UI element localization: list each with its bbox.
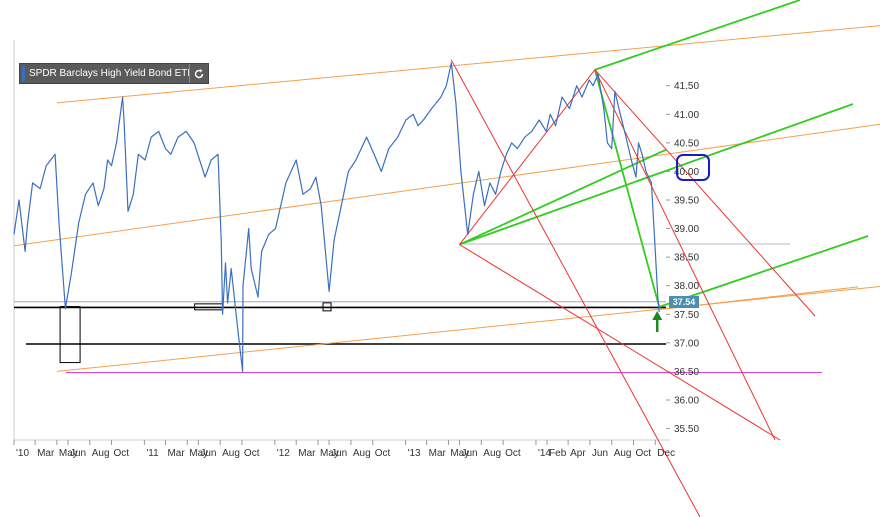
y-tick-label: 41.50 — [674, 81, 699, 92]
green-pitchfork-line-3 — [594, 69, 661, 308]
y-axis: 35.50 36.00 36.50 37.00 37.50 38.00 38.50 39.00… — [666, 81, 699, 435]
x-tick-label: Oct — [244, 448, 260, 459]
green-arrow-head — [652, 311, 663, 320]
legend[interactable]: SPDR Barclays High Yield Bond ETF — [19, 63, 209, 84]
green-pitchfork-line-5 — [459, 103, 854, 246]
x-tick-label: Aug — [92, 448, 110, 459]
x-tick-label: Mar — [429, 448, 447, 459]
x-tick-label: Jun — [462, 448, 478, 459]
x-tick-label: Aug — [353, 448, 371, 459]
orange-channel-line-3 — [56, 285, 880, 372]
y-tick-label: 41.00 — [674, 110, 699, 121]
red-diagonal-line-3 — [594, 69, 816, 317]
price-series-line — [13, 62, 660, 372]
x-tick-label: '10 — [16, 448, 29, 459]
y-tick-label: 38.00 — [674, 281, 699, 292]
series-layer — [13, 62, 660, 372]
red-diagonal-line-1 — [450, 59, 701, 517]
x-tick-label: Jun — [200, 448, 216, 459]
blue-highlight-marker — [676, 154, 710, 181]
highlight-box-3 — [322, 302, 332, 312]
x-tick-label: Aug — [222, 448, 240, 459]
x-tick-label: Aug — [614, 448, 632, 459]
green-pitchfork-line-2 — [594, 0, 801, 71]
y-tick-label: 39.00 — [674, 224, 699, 235]
highlight-box-1 — [59, 306, 81, 364]
x-tick-label: Aug — [483, 448, 501, 459]
y-tick-label: 39.50 — [674, 196, 699, 207]
x-tick-label: Oct — [114, 448, 130, 459]
y-tick-label: 35.50 — [674, 424, 699, 435]
legend-label: SPDR Barclays High Yield Bond ETF — [29, 68, 189, 79]
red-trend-line-a — [459, 69, 596, 245]
y-tick-label: 37.00 — [674, 338, 699, 349]
chart-grid — [13, 40, 670, 441]
x-tick-label: '13 — [408, 448, 421, 459]
x-tick-label: Jun — [331, 448, 347, 459]
x-tick-label: May — [450, 448, 469, 459]
x-tick-label: Apr — [570, 448, 586, 459]
x-tick-label: May — [59, 448, 78, 459]
y-tick-label: 38.50 — [674, 253, 699, 264]
x-tick-label: Feb — [549, 448, 567, 459]
y-tick-label: 37.50 — [674, 310, 699, 321]
x-tick-label: Oct — [635, 448, 651, 459]
orange-channel-line-2 — [56, 25, 880, 104]
x-tick-label: Oct — [505, 448, 521, 459]
refresh-icon[interactable] — [189, 64, 208, 83]
y-tick-label: 40.50 — [674, 138, 699, 149]
orange-channel-line-1 — [13, 123, 880, 247]
x-tick-label: '12 — [277, 448, 290, 459]
y-tick-label: 36.00 — [674, 396, 699, 407]
x-tick-label: Mar — [298, 448, 316, 459]
series-color-chip — [22, 66, 25, 81]
green-pitchfork-line-1 — [459, 148, 667, 246]
y-tick-label: 40.00 — [674, 167, 699, 178]
x-tick-label: Jun — [592, 448, 608, 459]
x-tick-label: Jun — [70, 448, 86, 459]
y-tick-label: 36.50 — [674, 367, 699, 378]
x-tick-label: May — [189, 448, 208, 459]
x-tick-label: Mar — [37, 448, 55, 459]
x-tick-label: '14 — [538, 448, 551, 459]
red-diagonal-line-2 — [459, 244, 781, 441]
x-tick-label: Oct — [375, 448, 391, 459]
x-tick-label: Mar — [167, 448, 185, 459]
x-tick-label: '11 — [146, 448, 159, 459]
last-price-badge: 37.54 — [669, 296, 699, 308]
green-pitchfork-line-4 — [658, 235, 869, 308]
x-tick-label: Dec — [657, 448, 675, 459]
x-tick-label: May — [320, 448, 339, 459]
